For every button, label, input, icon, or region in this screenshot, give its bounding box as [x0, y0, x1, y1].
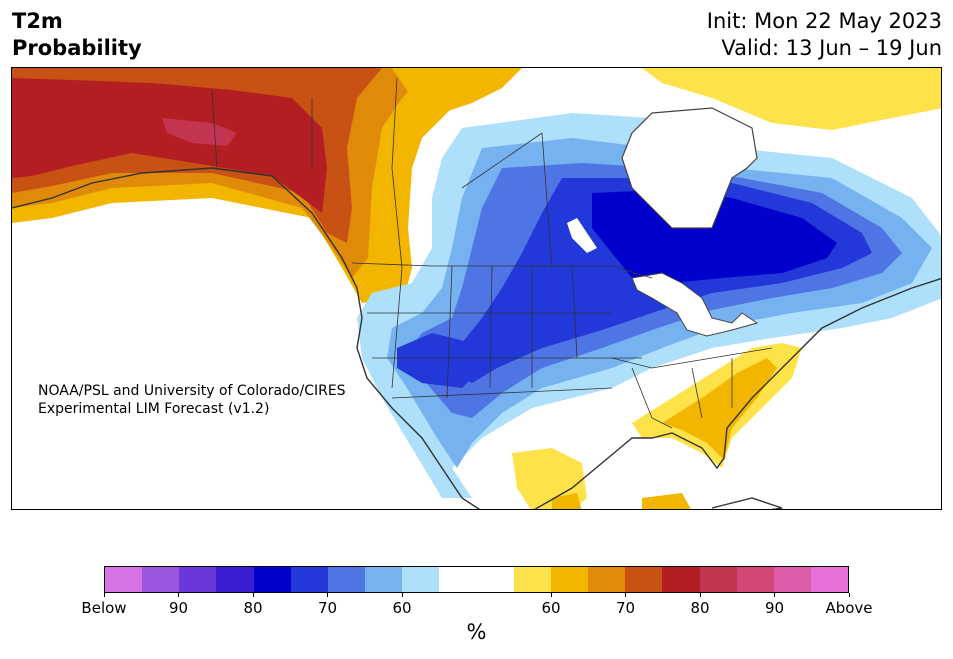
color-scale-tick-label: 70: [317, 599, 338, 617]
quantity-label: Probability: [12, 36, 142, 60]
color-scale-tick-label: Below: [81, 599, 127, 617]
color-scale-segment: [216, 567, 254, 592]
init-date: Init: Mon 22 May 2023: [706, 9, 942, 33]
forecast-map: [11, 67, 942, 510]
color-scale-segment: [773, 567, 811, 592]
color-scale-tick-label: 70: [615, 599, 636, 617]
warm-region-alaska-red: [12, 78, 327, 213]
color-scale-tick-mark: [550, 593, 552, 597]
color-scale-segment: [327, 567, 366, 592]
color-scale-segment: [439, 567, 477, 592]
color-scale-segment: [513, 567, 551, 592]
color-scale-tick-label: Above: [825, 599, 873, 617]
variable-label: T2m: [12, 9, 63, 33]
warm-region-north-yellow: [642, 68, 941, 130]
map-title: T2m Probability: [12, 8, 142, 62]
color-scale-tick-mark: [774, 593, 775, 597]
color-scale-segment: [253, 567, 291, 592]
warm-region-north-orange: [392, 68, 522, 113]
valid-date: Valid: 13 Jun – 19 Jun: [721, 36, 942, 60]
warm-region-mexico-yellow: [512, 448, 587, 509]
color-scale-segment: [105, 567, 143, 592]
color-scale-segment: [290, 567, 328, 592]
color-scale-tick-mark: [848, 593, 850, 597]
color-scale-tick-mark: [625, 593, 626, 597]
forecast-credit: NOAA/PSL and University of Colorado/CIRE…: [38, 382, 346, 418]
color-scale-segment: [550, 567, 589, 592]
color-scale-tick-label: 60: [392, 599, 412, 617]
color-scale-segment: [365, 567, 403, 592]
great-lakes: [631, 272, 759, 337]
color-scale-tick-label: 60: [541, 599, 561, 617]
color-scale-segment: [402, 567, 440, 592]
color-scale-segment: [699, 567, 737, 592]
color-scale-tick-label: 80: [690, 599, 710, 617]
color-scale-segment: [588, 567, 626, 592]
cool-region-darkblue: [592, 190, 837, 283]
credit-line-2: Experimental LIM Forecast (v1.2): [38, 401, 270, 417]
warm-region-southeast-orange: [662, 358, 777, 460]
cool-region-sw-deepblue: [397, 333, 482, 388]
color-scale-tick-mark: [103, 593, 105, 597]
lake-winnipeg: [567, 218, 597, 253]
color-scale-segment: [625, 567, 663, 592]
color-scale-ticks: Below 90 80 70 60 60 70 80 90 Above: [81, 593, 873, 617]
warm-region-alaska-crimson: [162, 118, 237, 146]
political-boundaries: [211, 77, 773, 429]
color-scale-segment: [810, 567, 849, 592]
color-scale-tick-mark: [327, 593, 328, 597]
color-scale-tick-label: 90: [168, 599, 189, 617]
warm-region-caribbean-orange: [642, 493, 691, 509]
probability-map-svg: [12, 68, 941, 509]
color-scale-tick-mark: [252, 593, 254, 597]
color-scale-tick-mark: [401, 593, 403, 597]
color-scale-bar: [104, 566, 849, 593]
color-scale-tick-label: 90: [764, 599, 785, 617]
color-scale-segment: [179, 567, 217, 592]
color-scale-tick-mark: [178, 593, 179, 597]
credit-line-1: NOAA/PSL and University of Colorado/CIRE…: [38, 383, 346, 399]
color-scale-tick-mark: [699, 593, 701, 597]
hudson-bay: [621, 107, 758, 229]
color-scale-segment: [476, 567, 514, 592]
color-scale-units: %: [466, 620, 487, 644]
forecast-dates: Init: Mon 22 May 2023 Valid: 13 Jun – 19…: [707, 8, 942, 62]
color-scale-segment: [736, 567, 774, 592]
color-scale-segment: [142, 567, 180, 592]
color-scale-tick-label: 80: [243, 599, 263, 617]
color-scale-segment: [662, 567, 700, 592]
coastlines: [12, 167, 941, 509]
warm-region-mexico-orange: [552, 493, 582, 509]
